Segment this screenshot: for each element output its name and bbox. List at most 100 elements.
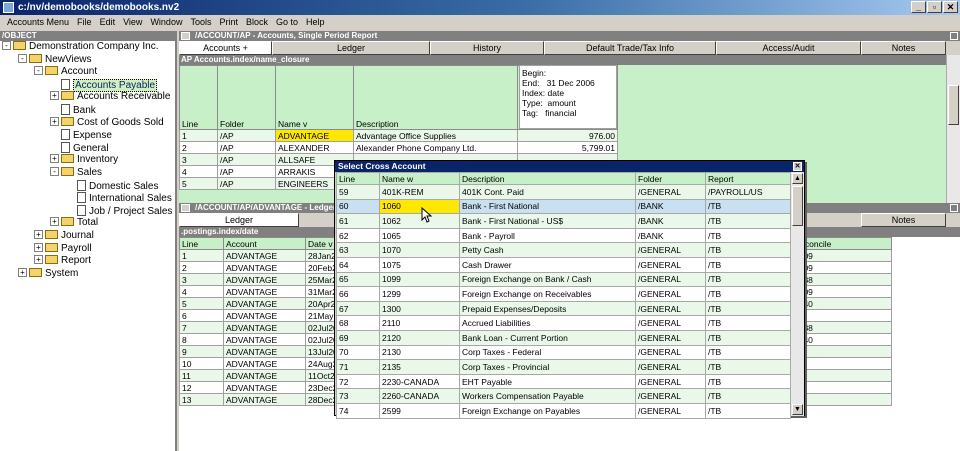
table-cell[interactable]: /AP — [217, 141, 276, 154]
dialog-row[interactable]: 63 1070 Petty Cash/GENERAL/TB — [336, 242, 791, 258]
dialog-row[interactable]: 59 401K-REM 401K Cont. Paid/GENERAL/PAYROL… — [336, 184, 791, 200]
column-header[interactable]: Description — [353, 65, 518, 130]
table-cell[interactable]: 2 — [179, 261, 224, 274]
tab-3[interactable]: Default Trade/Tax Info — [544, 41, 716, 55]
table-cell[interactable]: ADVANTAGE — [223, 285, 306, 298]
tree-node[interactable]: Domestic Sales — [66, 179, 158, 192]
pane-menu-icon[interactable] — [181, 32, 190, 40]
table-cell[interactable]: ADVANTAGE — [223, 309, 306, 322]
table-cell[interactable]: ADVANTAGE — [223, 261, 306, 274]
dialog-cell[interactable]: 1299 — [379, 286, 460, 302]
tree-node[interactable]: Expense — [50, 129, 112, 141]
dialog-row[interactable]: 66 1299 Foreign Exchange on Receivables/GE… — [336, 286, 791, 302]
expand-icon[interactable]: + — [50, 154, 59, 164]
close-button[interactable]: ✕ — [943, 1, 958, 13]
minimize-button[interactable]: _ — [911, 1, 926, 13]
table-cell[interactable]: /AP — [217, 165, 276, 178]
table-cell[interactable]: ADVANTAGE — [223, 297, 306, 310]
column-header[interactable]: Folder — [635, 172, 706, 185]
dialog-cell[interactable]: 60 — [336, 198, 380, 215]
dialog-cell[interactable]: 2230-CANADA — [379, 373, 460, 390]
dialog-cell[interactable]: /GENERAL — [635, 388, 706, 404]
dialog-cell[interactable]: /GENERAL — [635, 344, 706, 361]
menu-block[interactable]: Block — [245, 17, 268, 27]
menu-print[interactable]: Print — [219, 17, 238, 27]
maximize-button[interactable]: ▫ — [927, 1, 942, 13]
dialog-cell[interactable]: Prepaid Expenses/Deposits — [459, 300, 636, 317]
pane-menu-icon[interactable] — [181, 204, 190, 212]
table-cell[interactable]: ADVANTAGE — [223, 369, 306, 382]
dialog-cell[interactable]: Foreign Exchange on Receivables — [459, 286, 636, 302]
table-cell[interactable]: 5 — [179, 177, 218, 190]
dialog-cell[interactable]: /TB — [705, 213, 791, 229]
table-cell[interactable]: /AP — [217, 129, 276, 142]
dialog-cell[interactable]: Corp Taxes - Provincial — [459, 359, 636, 375]
expand-icon[interactable]: + — [50, 91, 59, 101]
table-cell[interactable]: 6 — [179, 309, 224, 322]
dialog-cell[interactable]: /TB — [705, 344, 791, 361]
dialog-cell[interactable]: /TB — [705, 329, 791, 346]
table-cell[interactable]: 5740 — [791, 297, 892, 310]
dialog-cell[interactable]: /GENERAL — [635, 242, 706, 258]
dialog-cell[interactable]: /BANK — [635, 198, 706, 215]
menu-go-to[interactable]: Go to — [276, 17, 299, 27]
table-cell[interactable]: ADVANTAGE — [223, 333, 306, 346]
menu-window[interactable]: Window — [150, 17, 183, 27]
table-cell[interactable]: ADVANTAGE — [223, 249, 306, 262]
table-cell[interactable]: 8 — [179, 333, 224, 346]
column-header[interactable]: Line — [179, 237, 224, 250]
column-header[interactable]: Name w — [379, 172, 460, 185]
tab-0[interactable]: Accounts + — [179, 41, 272, 55]
collapse-icon[interactable]: - — [2, 41, 11, 50]
dialog-cell[interactable]: 1070 — [379, 242, 460, 258]
dialog-cell[interactable]: Bank - First National — [459, 198, 636, 215]
table-cell[interactable]: 3 — [179, 273, 224, 286]
table-cell[interactable]: 5738 — [791, 321, 892, 334]
dialog-row[interactable]: 60 1060 Bank - First National/BANK/TB — [336, 198, 791, 215]
table-cell[interactable]: ALEXANDER — [275, 141, 354, 154]
dialog-cell[interactable]: /BANK — [635, 227, 706, 244]
dialog-cell[interactable]: 65 — [336, 271, 380, 288]
dialog-cell[interactable]: 1075 — [379, 256, 460, 273]
expand-icon[interactable]: + — [34, 230, 43, 239]
menu-tools[interactable]: Tools — [190, 17, 212, 27]
dialog-cell[interactable]: 2135 — [379, 359, 460, 375]
dialog-cell[interactable]: /GENERAL — [635, 373, 706, 390]
dialog-cell[interactable]: 63 — [336, 242, 380, 258]
dialog-cell[interactable]: /GENERAL — [635, 256, 706, 273]
dialog-row[interactable]: 71 2135 Corp Taxes - Provincial/GENERAL/TB — [336, 359, 791, 375]
dialog-cell[interactable]: 66 — [336, 286, 380, 302]
dialog-cell[interactable]: Bank - First National - US$ — [459, 213, 636, 229]
menu-edit[interactable]: Edit — [99, 17, 116, 27]
dialog-cell[interactable]: /GENERAL — [635, 184, 706, 200]
dialog-cell[interactable]: /TB — [705, 315, 791, 331]
dialog-cell[interactable]: /TB — [705, 359, 791, 375]
expand-icon[interactable]: + — [50, 116, 59, 126]
column-header[interactable]: Account — [223, 237, 306, 250]
table-cell[interactable]: ADVANTAGE — [223, 273, 306, 286]
dialog-cell[interactable]: /PAYROLL/US — [705, 184, 791, 200]
dialog-row[interactable]: 64 1075 Cash Drawer/GENERAL/TB — [336, 256, 791, 273]
dialog-cell[interactable]: 70 — [336, 344, 380, 361]
dialog-cell[interactable]: 1300 — [379, 300, 460, 317]
dialog-cell[interactable]: /TB — [705, 300, 791, 317]
dialog-cell[interactable]: Bank Loan - Current Portion — [459, 329, 636, 346]
dialog-row[interactable]: 74 2599 Foreign Exchange on Payables/GENER… — [336, 402, 791, 419]
tree-node[interactable]: Bank — [50, 104, 96, 116]
dialog-cell[interactable]: 64 — [336, 256, 380, 273]
table-cell[interactable]: 9 — [179, 345, 224, 358]
table-cell[interactable] — [791, 393, 892, 406]
column-header[interactable]: Line — [336, 172, 380, 185]
table-cell[interactable]: ADVANTAGE — [223, 321, 306, 334]
dialog-cell[interactable]: /TB — [705, 198, 791, 215]
tree-node[interactable]: - Demonstration Company Inc. — [2, 41, 159, 53]
dialog-cell[interactable]: 72 — [336, 373, 380, 390]
table-cell[interactable]: 5740 — [791, 333, 892, 346]
table-cell[interactable] — [791, 309, 892, 322]
scroll-thumb[interactable] — [792, 186, 803, 226]
dialog-cell[interactable]: 62 — [336, 227, 380, 244]
dialog-row[interactable]: 73 2260-CANADA Workers Compensation Payabl… — [336, 388, 791, 404]
dialog-cell[interactable]: 61 — [336, 213, 380, 229]
dialog-cell[interactable]: /TB — [705, 388, 791, 404]
dialog-cell[interactable]: /GENERAL — [635, 300, 706, 317]
